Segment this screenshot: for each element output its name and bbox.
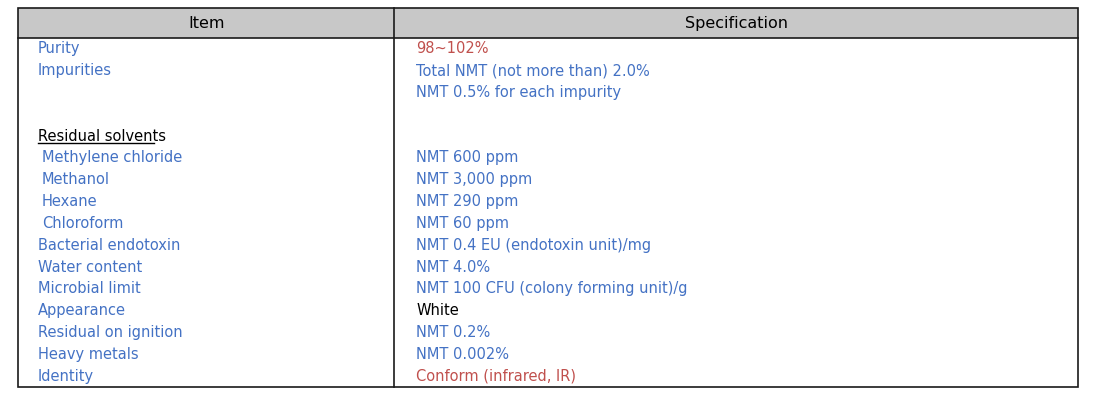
Text: NMT 0.4 EU (endotoxin unit)/mg: NMT 0.4 EU (endotoxin unit)/mg: [416, 238, 651, 253]
Text: Specification: Specification: [685, 15, 788, 30]
Text: Heavy metals: Heavy metals: [38, 347, 138, 362]
Text: NMT 4.0%: NMT 4.0%: [416, 260, 490, 275]
Text: Residual on ignition: Residual on ignition: [38, 325, 183, 340]
Bar: [18, 8, 1078, 38]
Text: 98~102%: 98~102%: [416, 41, 489, 56]
Text: Residual solvents: Residual solvents: [38, 129, 165, 144]
Text: Microbial limit: Microbial limit: [38, 281, 140, 296]
Text: NMT 600 ppm: NMT 600 ppm: [416, 150, 518, 166]
Text: Appearance: Appearance: [38, 303, 126, 318]
Text: Methanol: Methanol: [42, 172, 110, 187]
Text: NMT 290 ppm: NMT 290 ppm: [416, 194, 518, 209]
Text: Methylene chloride: Methylene chloride: [42, 150, 182, 166]
Text: Bacterial endotoxin: Bacterial endotoxin: [38, 238, 181, 253]
Text: NMT 0.5% for each impurity: NMT 0.5% for each impurity: [416, 85, 621, 100]
Text: NMT 100 CFU (colony forming unit)/g: NMT 100 CFU (colony forming unit)/g: [416, 281, 688, 296]
Text: NMT 3,000 ppm: NMT 3,000 ppm: [416, 172, 533, 187]
Text: NMT 0.002%: NMT 0.002%: [416, 347, 510, 362]
Text: Conform (infrared, IR): Conform (infrared, IR): [416, 369, 576, 384]
Text: Water content: Water content: [38, 260, 142, 275]
Text: NMT 0.2%: NMT 0.2%: [416, 325, 491, 340]
Text: Item: Item: [187, 15, 225, 30]
Text: Impurities: Impurities: [38, 63, 112, 78]
Text: Total NMT (not more than) 2.0%: Total NMT (not more than) 2.0%: [416, 63, 650, 78]
Text: Identity: Identity: [38, 369, 94, 384]
Text: Hexane: Hexane: [42, 194, 98, 209]
Text: Chloroform: Chloroform: [42, 216, 124, 231]
Text: Purity: Purity: [38, 41, 80, 56]
Text: White: White: [416, 303, 459, 318]
Text: NMT 60 ppm: NMT 60 ppm: [416, 216, 510, 231]
